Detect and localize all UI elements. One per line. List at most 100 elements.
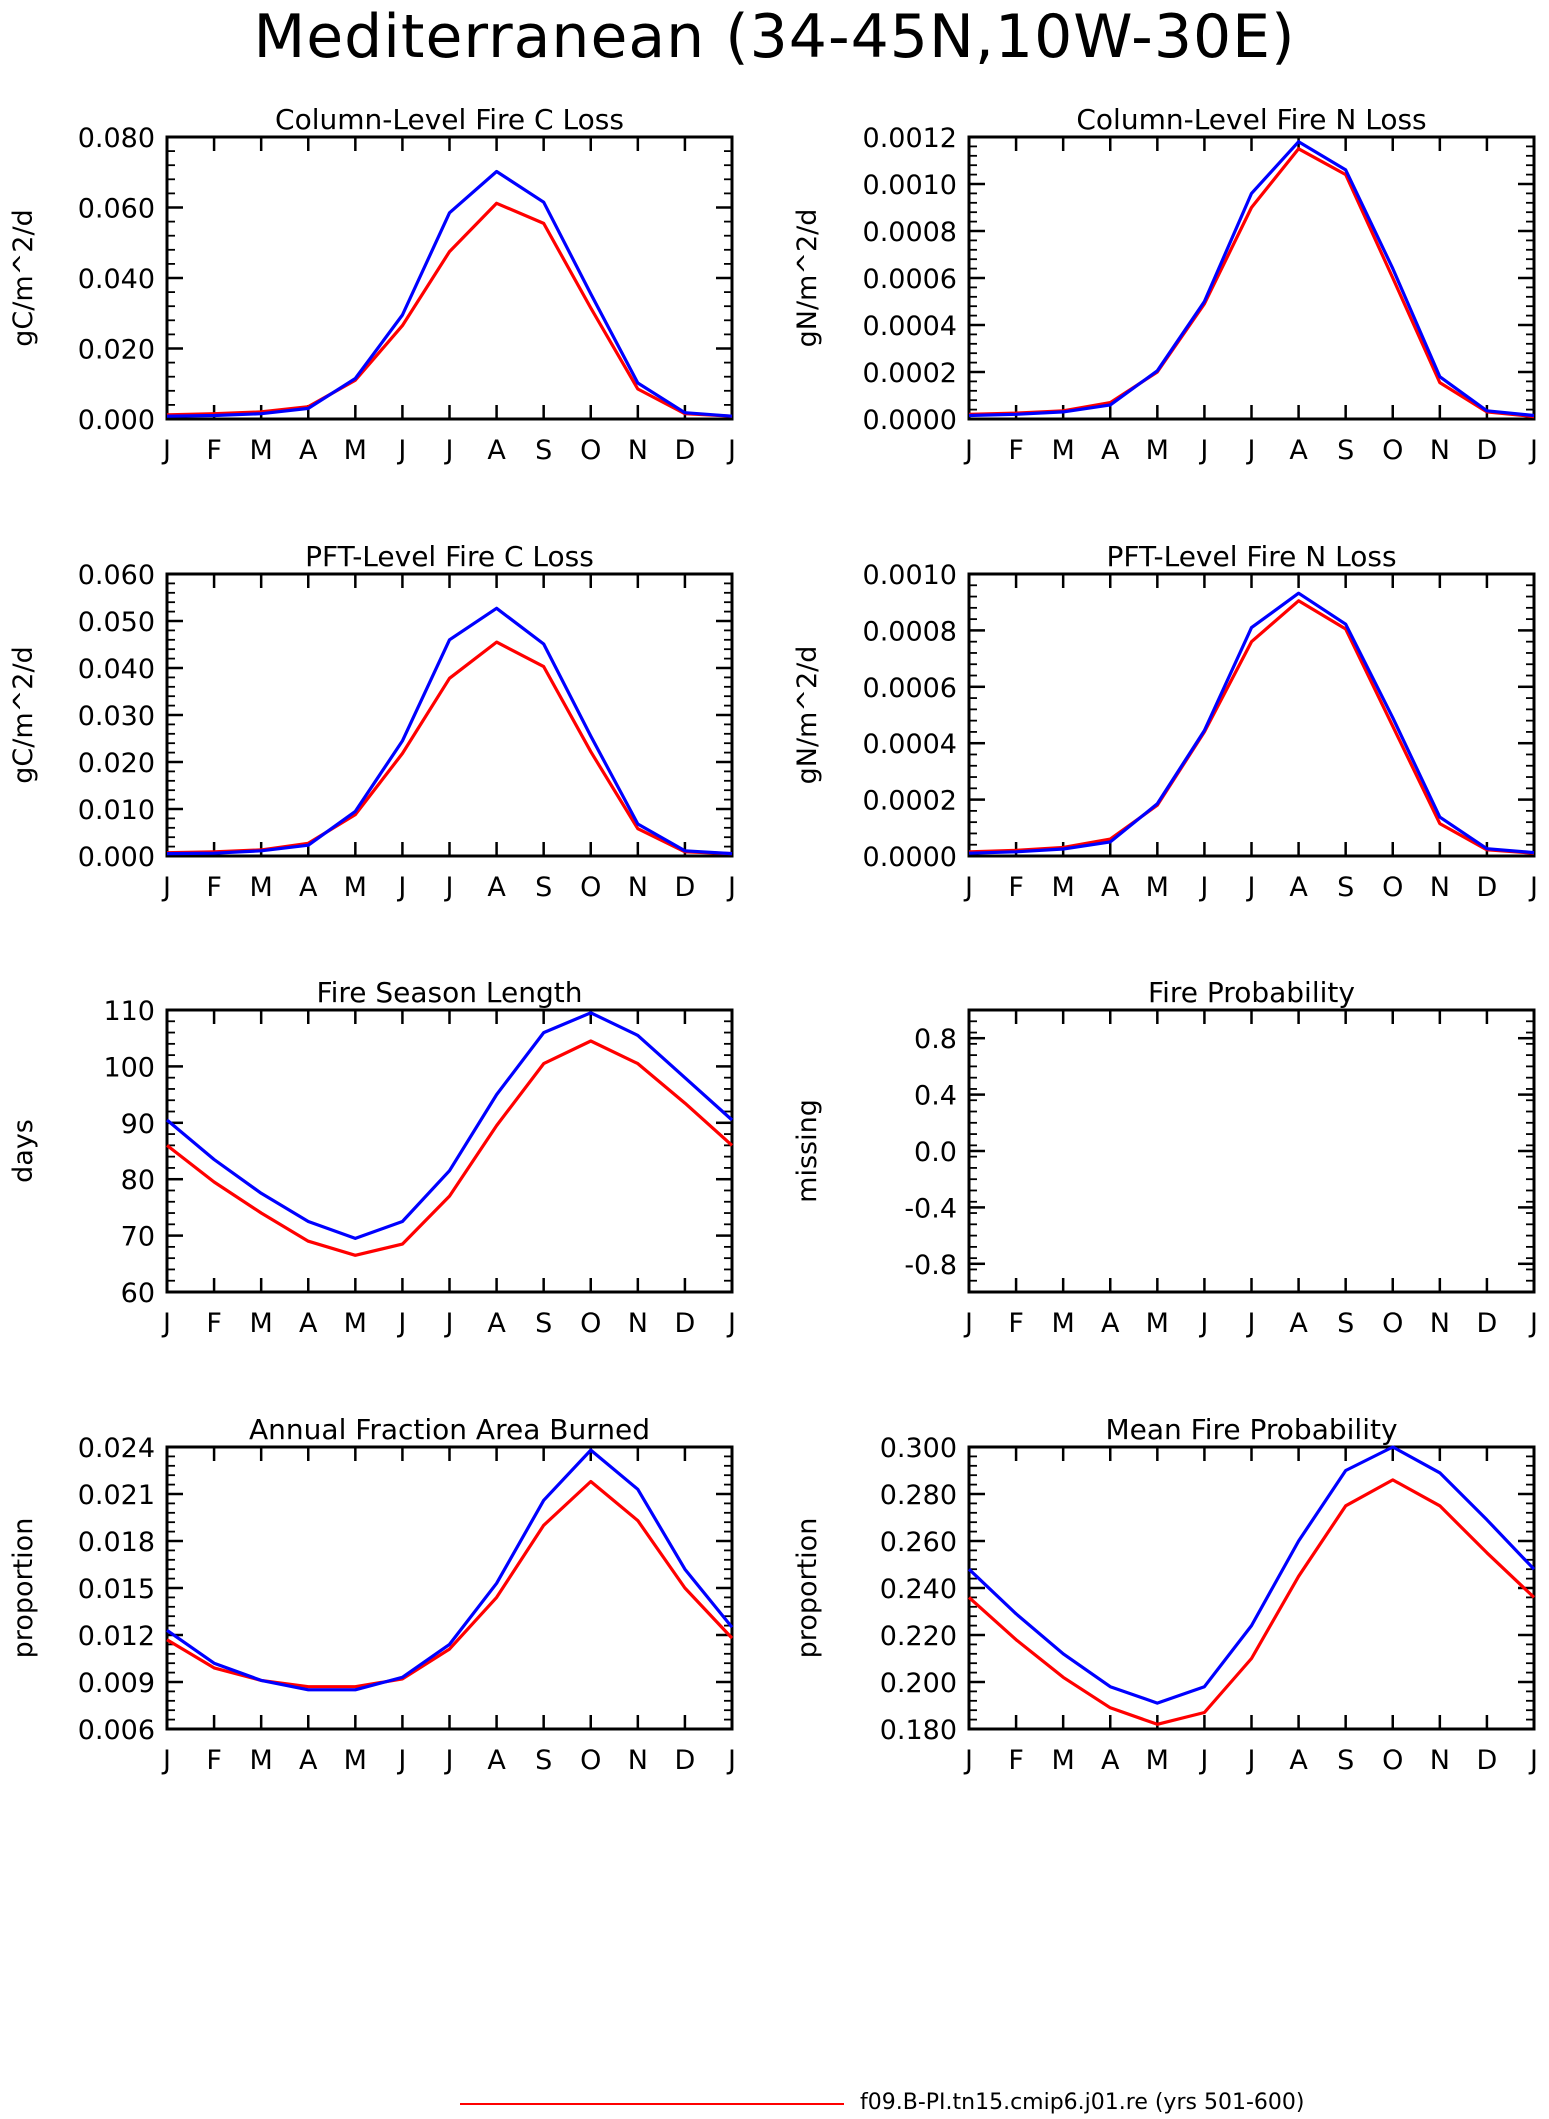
series-line-red [166,1479,734,1689]
x-tick-label: N [628,1308,648,1339]
x-tick-label: M [1052,1308,1075,1339]
y-axis-label: gN/m^2/d [792,209,823,348]
y-tick-label: 70 [121,1222,155,1253]
y-tick-label: 90 [121,1109,155,1140]
y-axis-label: proportion [792,1518,823,1659]
panel-title: Column-Level Fire N Loss [1076,103,1426,136]
x-tick-label: J [396,872,406,903]
y-tick-label: 0.010 [78,795,155,826]
x-tick-label: F [1008,435,1024,466]
series-line-red [166,1039,734,1257]
y-tick-label: 0.020 [78,335,155,366]
x-tick-label: J [1246,1745,1256,1776]
x-tick-label: S [535,435,552,466]
x-tick-label: J [1528,1745,1538,1776]
y-tick-label: 0.0006 [863,673,957,704]
x-tick-label: S [1337,1308,1354,1339]
y-tick-label: 0.012 [78,1621,155,1652]
x-tick-label: J [1528,1308,1538,1339]
y-axis-label: gC/m^2/d [8,646,39,783]
y-tick-label: 0.300 [880,1433,957,1464]
y-tick-label: 0.0004 [863,311,957,342]
x-tick-label: J [444,435,454,466]
series-line-red [166,201,733,418]
panel-title: Column-Level Fire C Loss [275,103,624,136]
plot-frame-0 [165,135,734,421]
x-tick-label: J [726,435,736,466]
y-tick-label: 0.0000 [863,842,957,873]
y-tick-label: 0.020 [78,748,155,779]
y-tick-label: 0.0002 [863,358,957,389]
x-tick-label: M [250,435,273,466]
x-tick-label: J [963,1745,973,1776]
y-tick-label: 0.4 [914,1081,957,1112]
x-tick-label: A [1101,872,1120,903]
x-tick-label: O [580,1745,601,1776]
x-tick-label: S [1337,872,1354,903]
x-tick-label: O [1382,1308,1403,1339]
x-tick-label: A [1101,1308,1120,1339]
x-tick-label: J [1198,435,1208,466]
y-axis-label: days [8,1119,39,1183]
x-tick-label: F [206,1745,222,1776]
y-axis-label: missing [792,1099,823,1203]
x-tick-label: F [206,435,222,466]
y-tick-label: 110 [103,996,155,1027]
panel-title: Fire Probability [1148,976,1355,1009]
y-tick-label: 0.0008 [863,616,957,647]
y-tick-label: 0.0004 [863,729,957,760]
y-tick-label: 0.080 [78,123,155,154]
y-tick-label: 0.060 [78,560,155,591]
y-tick-label: 0.040 [78,654,155,685]
x-tick-label: A [487,435,506,466]
y-tick-label: 0.060 [78,194,155,225]
x-tick-label: M [344,872,367,903]
y-tick-label: 0.0 [914,1137,957,1168]
x-tick-label: N [628,1745,648,1776]
x-tick-label: N [1430,872,1450,903]
x-tick-label: A [1101,435,1120,466]
x-tick-label: O [580,1308,601,1339]
x-tick-label: N [628,872,648,903]
y-tick-label: 0.0010 [863,560,957,591]
y-tick-label: 0.015 [78,1574,155,1605]
x-tick-label: M [1052,872,1075,903]
x-tick-label: A [299,1308,318,1339]
y-tick-label: 0.0000 [863,405,957,436]
x-tick-label: M [1146,1308,1169,1339]
x-tick-label: A [299,435,318,466]
plot-frame-6 [165,1445,734,1731]
x-tick-label: F [206,872,222,903]
x-tick-label: D [1477,435,1498,466]
x-tick-label: S [535,872,552,903]
x-tick-label: J [444,1745,454,1776]
y-tick-label: 0.000 [78,405,155,436]
x-tick-label: J [1198,1745,1208,1776]
x-tick-label: O [1382,872,1403,903]
x-tick-label: J [1198,1308,1208,1339]
x-tick-label: A [487,1745,506,1776]
x-tick-label: J [396,1745,406,1776]
y-tick-label: 0.040 [78,264,155,295]
x-tick-label: O [580,872,601,903]
x-tick-label: J [1246,435,1256,466]
plot-frame-2 [165,572,734,858]
x-tick-label: J [161,1745,171,1776]
page-title: Mediterranean (34-45N,10W-30E) [253,2,1296,72]
y-tick-label: 0.0002 [863,786,957,817]
x-tick-label: J [444,1308,454,1339]
legend-line-swatch [460,2103,844,2105]
x-tick-label: J [1528,872,1538,903]
x-tick-label: A [1289,872,1308,903]
plot-frame-7 [967,1445,1536,1731]
x-tick-label: A [299,1745,318,1776]
x-tick-label: D [675,1745,696,1776]
x-tick-label: N [628,435,648,466]
y-axis-label: gN/m^2/d [792,646,823,785]
series-line-red [967,1478,1536,1726]
y-axis-label: proportion [8,1518,39,1659]
x-tick-label: A [1289,1308,1308,1339]
y-tick-label: 0.8 [914,1024,957,1055]
x-tick-label: J [161,872,171,903]
